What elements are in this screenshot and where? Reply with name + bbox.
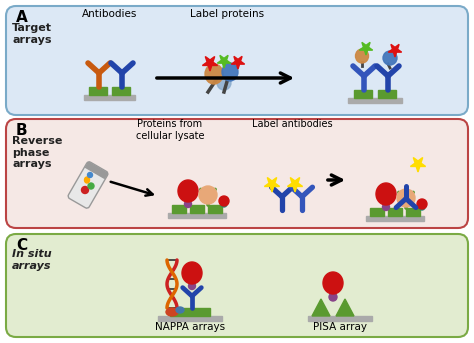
Ellipse shape — [376, 183, 396, 205]
Ellipse shape — [205, 64, 223, 84]
Text: A: A — [16, 10, 28, 25]
Ellipse shape — [221, 201, 227, 207]
Bar — [84, 95, 136, 100]
Bar — [388, 208, 402, 216]
Ellipse shape — [417, 199, 427, 209]
Ellipse shape — [166, 308, 178, 316]
Text: Target
arrays: Target arrays — [12, 23, 52, 45]
Polygon shape — [359, 42, 373, 55]
Polygon shape — [388, 44, 401, 57]
Ellipse shape — [323, 272, 343, 294]
Bar — [378, 90, 396, 98]
Ellipse shape — [178, 180, 198, 202]
FancyBboxPatch shape — [68, 162, 108, 208]
Ellipse shape — [383, 51, 397, 65]
Ellipse shape — [222, 63, 238, 81]
FancyBboxPatch shape — [6, 234, 468, 337]
Ellipse shape — [217, 76, 231, 90]
Ellipse shape — [184, 201, 191, 208]
Polygon shape — [218, 55, 231, 68]
Ellipse shape — [88, 173, 92, 177]
Bar — [348, 98, 402, 103]
Polygon shape — [287, 178, 302, 192]
Ellipse shape — [88, 183, 94, 189]
Text: B: B — [16, 123, 27, 138]
Polygon shape — [336, 299, 354, 316]
Ellipse shape — [397, 189, 415, 207]
Polygon shape — [231, 56, 245, 69]
Bar — [112, 87, 130, 95]
Text: PISA array: PISA array — [313, 322, 367, 332]
FancyBboxPatch shape — [6, 119, 468, 228]
Bar — [208, 205, 222, 213]
Ellipse shape — [383, 203, 390, 211]
Ellipse shape — [419, 204, 425, 210]
Ellipse shape — [219, 196, 229, 206]
Bar — [370, 208, 384, 216]
Ellipse shape — [84, 177, 90, 183]
Polygon shape — [202, 57, 218, 71]
Text: Reverse
phase
arrays: Reverse phase arrays — [12, 136, 63, 169]
Ellipse shape — [199, 186, 217, 204]
Bar — [168, 213, 226, 218]
Text: In situ
arrays: In situ arrays — [12, 249, 52, 271]
Ellipse shape — [329, 293, 337, 301]
Bar — [172, 205, 186, 213]
Bar — [366, 216, 424, 221]
Ellipse shape — [189, 283, 195, 289]
Text: Antibodies: Antibodies — [82, 9, 137, 19]
Bar — [90, 87, 108, 95]
Bar — [158, 316, 222, 321]
Text: C: C — [16, 238, 27, 253]
Bar — [354, 90, 372, 98]
Polygon shape — [264, 178, 280, 192]
Text: Proteins from
cellular lysate: Proteins from cellular lysate — [136, 119, 204, 141]
Bar — [308, 316, 372, 321]
Bar — [190, 205, 204, 213]
Text: Label proteins: Label proteins — [190, 9, 264, 19]
Polygon shape — [312, 299, 330, 316]
Polygon shape — [410, 157, 426, 172]
Text: Label antibodies: Label antibodies — [252, 119, 332, 129]
Text: NAPPA arrays: NAPPA arrays — [155, 322, 225, 332]
FancyBboxPatch shape — [6, 6, 468, 115]
Bar — [85, 162, 108, 178]
Ellipse shape — [356, 49, 368, 63]
Ellipse shape — [176, 307, 184, 313]
Bar — [170, 308, 210, 316]
Ellipse shape — [182, 262, 202, 284]
Bar — [406, 208, 420, 216]
Ellipse shape — [82, 187, 89, 193]
